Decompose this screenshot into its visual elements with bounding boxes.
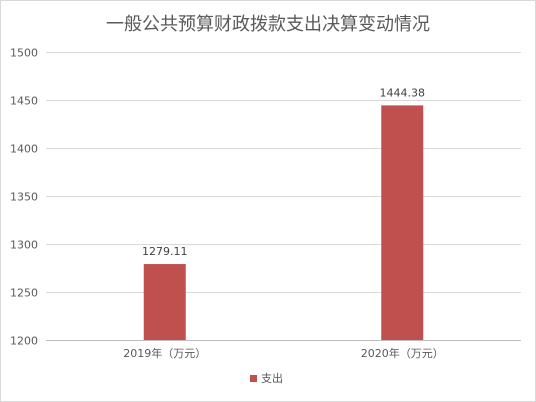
y-tick-label: 1200 [10, 335, 38, 348]
bar [143, 264, 186, 340]
x-axis-categories: 2019年（万元） 2020年（万元） [123, 346, 444, 360]
chart-title: 一般公共预算财政拨款支出决算变动情况 [106, 14, 430, 35]
y-tick-label: 1450 [10, 95, 38, 108]
category-label: 2019年（万元） [123, 346, 206, 360]
gridlines [46, 52, 521, 341]
y-tick-label: 1250 [10, 287, 38, 300]
data-label: 1279.11 [142, 245, 188, 258]
y-tick-label: 1300 [10, 239, 38, 252]
legend: 支出 [250, 371, 283, 385]
legend-swatch [250, 375, 257, 382]
y-tick-label: 1400 [10, 143, 38, 156]
data-labels: 1279.11 1444.38 [142, 86, 425, 258]
y-axis-ticks: 1200 1250 1300 1350 1400 1450 1500 [10, 47, 38, 348]
category-label: 2020年（万元） [361, 346, 444, 360]
data-label: 1444.38 [380, 86, 426, 99]
legend-label: 支出 [261, 371, 283, 385]
bar [381, 105, 424, 340]
bars [143, 105, 424, 340]
y-tick-label: 1350 [10, 191, 38, 204]
y-tick-label: 1500 [10, 47, 38, 60]
